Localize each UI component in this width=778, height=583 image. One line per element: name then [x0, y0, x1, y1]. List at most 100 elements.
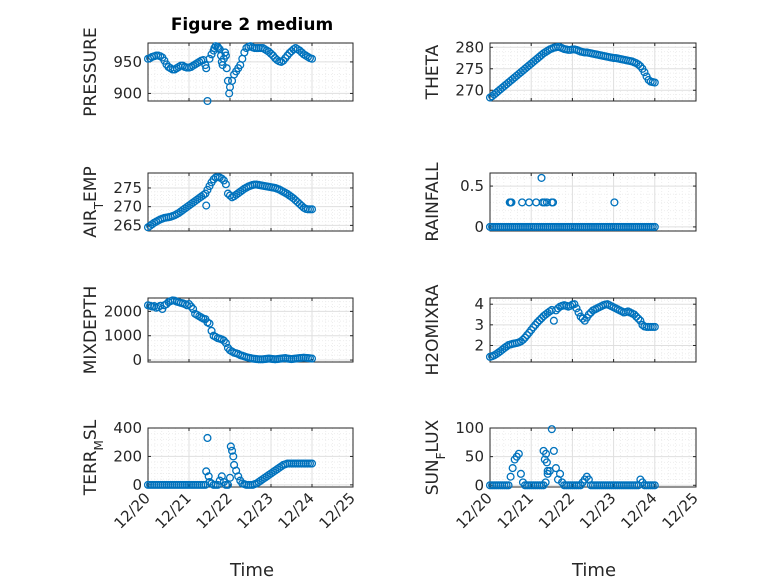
- axes-box: [489, 297, 697, 363]
- y-axis-label: MIXDEPTH: [81, 286, 101, 375]
- data-point: [189, 304, 198, 314]
- data-point: [574, 308, 583, 317]
- data-point: [268, 51, 278, 60]
- axes-box: [489, 172, 697, 232]
- data-point: [650, 322, 659, 331]
- data-point: [553, 304, 563, 313]
- y-tick-label: 0: [132, 351, 142, 369]
- data-point: [535, 316, 544, 325]
- y-tick-label: 0.5: [460, 177, 484, 195]
- minor-grid: [490, 173, 696, 231]
- data-point: [548, 198, 558, 207]
- data-point: [203, 96, 212, 106]
- data-point: [307, 205, 317, 214]
- data-point: [547, 425, 556, 434]
- axes-box: [147, 172, 354, 232]
- subplot-6: 2 3 4 H2OMIXRA: [423, 284, 697, 376]
- axes-box: [489, 427, 697, 488]
- y-axis-label: AIRTEMP: [81, 166, 106, 237]
- data-point: [506, 472, 515, 481]
- y-tick-label: 270: [455, 81, 484, 99]
- series-points: [143, 296, 317, 364]
- data-point: [228, 446, 237, 455]
- series-points: [485, 173, 659, 231]
- data-point: [283, 51, 292, 60]
- data-point: [518, 335, 528, 344]
- data-point: [634, 60, 643, 69]
- data-point: [542, 458, 551, 467]
- data-point: [507, 198, 516, 207]
- y-tick-label: 0: [474, 218, 484, 236]
- y-tick-label: 950: [113, 53, 142, 71]
- data-point: [650, 222, 659, 231]
- series-points: [143, 433, 317, 489]
- y-tick-label: 275: [455, 60, 484, 78]
- data-point: [223, 480, 233, 489]
- data-point: [533, 318, 542, 327]
- data-point: [572, 304, 581, 313]
- subplot-2: 270 275 280 THETA: [423, 38, 697, 102]
- y-tick-label: 2: [474, 336, 484, 354]
- data-point: [516, 469, 525, 478]
- data-point: [202, 201, 211, 210]
- y-axis-label: H2OMIXRA: [423, 284, 443, 375]
- data-point: [221, 338, 230, 348]
- data-point: [221, 48, 230, 57]
- data-point: [578, 314, 587, 323]
- data-point: [541, 478, 550, 487]
- data-point: [549, 316, 558, 325]
- data-point: [205, 54, 214, 63]
- data-point: [221, 180, 230, 189]
- data-point: [549, 446, 558, 455]
- data-point: [543, 466, 552, 476]
- data-point: [205, 319, 214, 328]
- y-tick-label: 4: [474, 295, 484, 313]
- data-point: [225, 473, 235, 482]
- data-point: [184, 300, 194, 309]
- data-point: [215, 476, 224, 485]
- y-tick-label: 0: [132, 476, 142, 494]
- data-point: [202, 64, 211, 73]
- data-point: [307, 459, 317, 468]
- y-tick-label: 2000: [104, 302, 142, 320]
- y-tick-label: 900: [113, 84, 142, 102]
- y-tick-label: 0: [474, 476, 484, 494]
- series-points: [143, 173, 317, 232]
- data-point: [650, 481, 659, 490]
- minor-grid: [490, 428, 696, 487]
- data-point: [219, 336, 228, 345]
- data-point: [523, 331, 532, 340]
- data-point: [207, 326, 216, 335]
- data-point: [221, 51, 230, 60]
- data-point: [537, 173, 546, 182]
- subplot-4: 0 0.5 RAINFALL: [423, 162, 697, 242]
- data-point: [187, 302, 196, 311]
- data-point: [214, 43, 223, 53]
- axes-box: [489, 42, 697, 102]
- y-tick-label: 270: [113, 198, 142, 216]
- y-tick-label: 50: [465, 448, 484, 466]
- y-tick-label: 100: [455, 419, 484, 437]
- data-point: [307, 354, 317, 363]
- data-point: [520, 333, 530, 342]
- data-point: [238, 186, 247, 195]
- data-point: [234, 472, 243, 481]
- y-tick-label: 280: [455, 38, 484, 56]
- data-point: [504, 481, 513, 490]
- data-point: [279, 56, 288, 65]
- data-point: [531, 320, 540, 329]
- data-point: [508, 464, 517, 473]
- data-point: [584, 310, 593, 319]
- data-point: [203, 433, 212, 443]
- series-points: [485, 425, 659, 490]
- x-axis-label-left: Time: [229, 560, 274, 581]
- y-axis-label: TERRMSL: [81, 419, 106, 496]
- data-point: [636, 316, 645, 325]
- y-axis-label: THETA: [423, 44, 443, 100]
- data-point: [555, 469, 565, 478]
- data-point: [204, 472, 213, 481]
- y-tick-label: 275: [113, 179, 142, 197]
- y-axis-label: RAINFALL: [423, 162, 443, 242]
- data-point: [201, 61, 210, 70]
